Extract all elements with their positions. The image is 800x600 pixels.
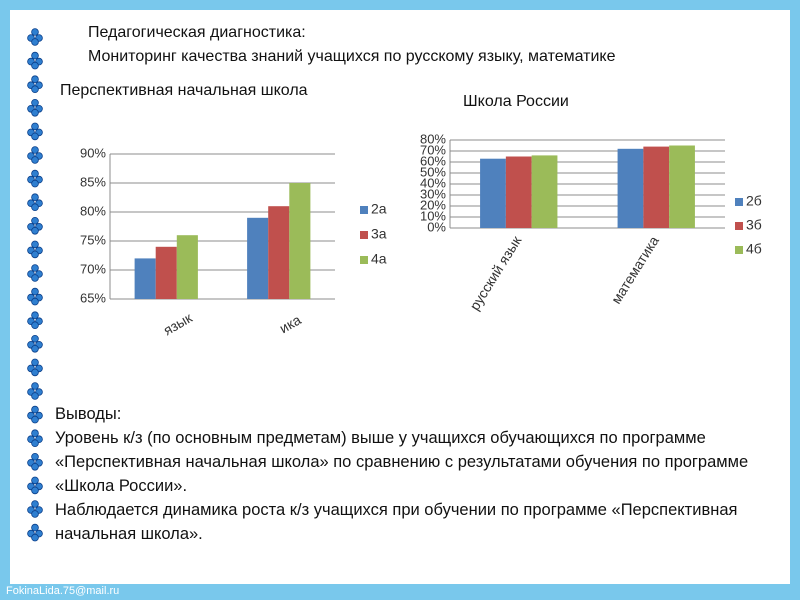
bullet-icon — [31, 179, 39, 188]
bullet-icon — [31, 287, 39, 296]
bullet-icon — [31, 486, 39, 495]
bullet-icon — [31, 146, 39, 154]
bullet-icon — [31, 405, 39, 414]
bullet-icon — [31, 203, 39, 212]
legend-swatch — [735, 246, 743, 254]
bar — [268, 206, 290, 299]
bullet-icon — [31, 217, 39, 225]
x-tick-label: язык — [161, 309, 196, 338]
footer-email: FokinaLida.75@mail.ru — [6, 585, 120, 597]
y-tick-label: 40% — [420, 175, 446, 190]
bullet-icon — [31, 368, 39, 377]
legend-swatch — [360, 231, 368, 239]
y-tick-label: 80% — [80, 203, 106, 218]
bar — [289, 183, 311, 299]
legend-label: 3б — [746, 217, 762, 233]
conclusion: Уровень к/з (по основным предметам) выше… — [55, 429, 749, 495]
conclusions-heading: Выводы: — [55, 405, 122, 423]
bar — [505, 156, 532, 228]
legend-label: 4а — [371, 251, 387, 267]
legend-swatch — [360, 206, 368, 214]
bullet-icon — [31, 311, 39, 320]
bullet-icon — [31, 250, 39, 259]
bullet-icon — [31, 382, 39, 390]
bullet-icon — [31, 510, 39, 518]
bullet-icon — [31, 533, 39, 542]
bar — [247, 217, 269, 299]
bullet-icon — [31, 321, 39, 330]
y-tick-label: 0% — [427, 219, 446, 234]
x-tick-label: ика — [277, 311, 304, 336]
bullet-icon — [31, 28, 39, 36]
bullet-icon — [31, 274, 39, 282]
y-tick-label: 30% — [420, 186, 446, 201]
y-tick-label: 90% — [80, 145, 106, 160]
bullet-icon — [31, 415, 39, 424]
bullet-icon — [31, 193, 39, 202]
legend-swatch — [360, 256, 368, 264]
bullet-icon — [31, 392, 39, 400]
bullet-icon — [31, 240, 39, 249]
bullet-icon — [31, 85, 39, 93]
legend-label: 3а — [371, 226, 387, 242]
chart-title: Перспективная начальная школа — [60, 82, 308, 99]
bullet-icon — [31, 169, 39, 178]
bullet-icon — [31, 500, 39, 508]
bar — [176, 235, 198, 299]
bullet-icon — [31, 264, 39, 272]
legend-swatch — [735, 222, 743, 230]
bar — [531, 155, 558, 228]
y-tick-label: 75% — [80, 232, 106, 247]
bullet-icon — [31, 334, 39, 343]
title: Педагогическая диагностика: — [88, 24, 306, 41]
bullet-icon — [31, 462, 39, 471]
y-tick-label: 70% — [420, 142, 446, 157]
bar — [643, 146, 670, 228]
bullet-icon — [31, 132, 39, 141]
y-tick-label: 20% — [420, 197, 446, 212]
legend-swatch — [735, 198, 743, 206]
bullet-icon — [31, 476, 39, 485]
bullet-icon — [31, 439, 39, 448]
bullet-icon — [31, 61, 39, 70]
y-tick-label: 85% — [80, 174, 106, 189]
x-tick-label: русский язык — [466, 232, 525, 313]
bullet-icon — [31, 99, 39, 107]
legend-label: 2а — [371, 201, 387, 217]
subtitle: Мониторинг качества знаний учащихся по р… — [88, 48, 616, 65]
x-tick-label: математика — [608, 233, 662, 307]
y-tick-label: 70% — [80, 261, 106, 276]
bullet-icon — [31, 156, 39, 164]
bullet-icon — [31, 297, 39, 306]
bullet-icon — [31, 38, 39, 46]
y-tick-label: 60% — [420, 153, 446, 168]
y-tick-label: 50% — [420, 164, 446, 179]
bar — [617, 148, 644, 228]
bar — [155, 246, 177, 299]
bullet-icon — [31, 122, 39, 131]
bullet-icon — [31, 452, 39, 461]
bullet-icon — [31, 109, 39, 117]
conclusion: Наблюдается динамика роста к/з учащихся … — [55, 501, 738, 543]
bullet-icon — [31, 75, 39, 83]
y-tick-label: 65% — [80, 290, 106, 305]
bullet-icon — [31, 51, 39, 60]
bar — [134, 258, 156, 299]
y-tick-label: 10% — [420, 208, 446, 223]
bullet-icon — [31, 523, 39, 532]
legend-label: 4б — [746, 241, 762, 257]
bar — [480, 158, 506, 228]
bullet-icon — [31, 227, 39, 235]
chart-title: Школа России — [463, 93, 569, 110]
y-tick-label: 80% — [420, 131, 446, 146]
bar — [669, 145, 695, 228]
bullet-icon — [31, 429, 39, 438]
bullet-icon — [31, 344, 39, 353]
legend-label: 2б — [746, 193, 762, 209]
bullet-icon — [31, 358, 39, 367]
